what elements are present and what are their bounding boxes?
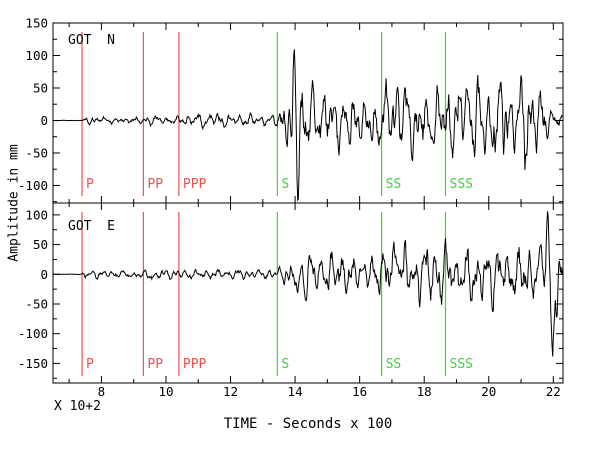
y-tick-label: -100	[18, 326, 48, 341]
x-tick-label: 22	[546, 384, 561, 399]
x-tick-label: 18	[417, 384, 432, 399]
phase-marker-label-sss: SSS	[450, 177, 473, 192]
y-tick-label: -150	[18, 356, 48, 371]
x-tick-label: 20	[481, 384, 496, 399]
seismogram-trace-e	[53, 211, 563, 357]
phase-marker-label-pp: PP	[147, 177, 163, 192]
phase-marker-label-s: S	[281, 177, 289, 192]
y-axis-title: Amplitude in mm	[6, 144, 22, 262]
y-tick-label: 100	[25, 48, 48, 63]
y-tick-label: 100	[25, 207, 48, 222]
y-tick-label: -50	[25, 296, 48, 311]
x-tick-label: 8	[98, 384, 106, 399]
phase-marker-label-p: P	[86, 357, 94, 372]
y-tick-label: 0	[40, 267, 48, 282]
phase-marker-label-pp: PP	[147, 357, 163, 372]
phase-marker-label-ppp: PPP	[183, 357, 207, 372]
x-axis-title: TIME - Seconds x 100	[223, 416, 393, 432]
x-scale-note: X 10+2	[54, 399, 101, 414]
phase-marker-label-ss: SS	[386, 357, 402, 372]
phase-marker-label-p: P	[86, 177, 94, 192]
x-tick-label: 10	[158, 384, 173, 399]
y-tick-label: 50	[33, 80, 48, 95]
phase-marker-label-s: S	[281, 357, 289, 372]
phase-marker-label-ppp: PPP	[183, 177, 207, 192]
station-label-n: GOT N	[68, 33, 115, 48]
y-tick-label: 0	[40, 113, 48, 128]
y-tick-label: -50	[25, 145, 48, 160]
x-tick-label: 16	[352, 384, 367, 399]
seismogram-trace-n	[53, 49, 563, 202]
y-tick-label: -100	[18, 178, 48, 193]
panel-border	[52, 22, 564, 204]
panel-border	[52, 202, 564, 384]
phase-marker-label-sss: SSS	[450, 357, 473, 372]
y-tick-label: 50	[33, 237, 48, 252]
station-label-e: GOT E	[68, 219, 115, 234]
phase-marker-label-ss: SS	[386, 177, 402, 192]
x-tick-label: 14	[288, 384, 303, 399]
y-tick-label: 150	[25, 16, 48, 31]
x-tick-label: 12	[223, 384, 238, 399]
